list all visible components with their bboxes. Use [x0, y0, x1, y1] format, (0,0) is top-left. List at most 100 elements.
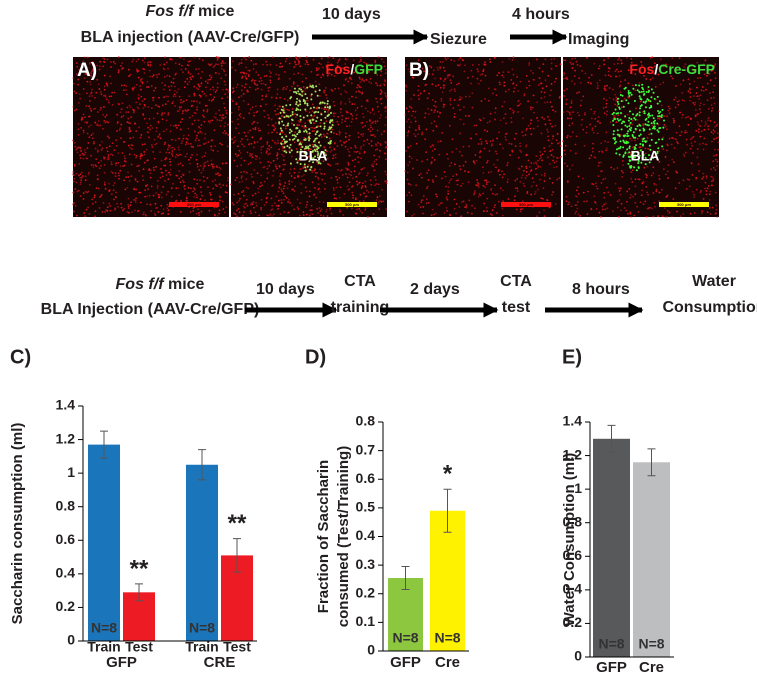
cell [530, 162, 533, 164]
cell [246, 151, 249, 154]
cell [324, 182, 327, 185]
cell [316, 171, 319, 174]
cell [156, 179, 159, 182]
cell [353, 103, 356, 105]
cell [222, 208, 225, 210]
cell [716, 123, 719, 126]
cell [284, 60, 287, 63]
cell [304, 122, 306, 125]
cell [433, 104, 435, 107]
cell [696, 148, 699, 150]
gfp-cell [317, 152, 320, 155]
cell [207, 141, 210, 143]
cell [138, 126, 140, 129]
gfp-cell [634, 128, 637, 131]
cell [419, 92, 422, 95]
cell [453, 198, 456, 201]
gfp-cell [285, 151, 288, 154]
cell [177, 137, 180, 140]
cell [122, 114, 125, 117]
gfp-cell [649, 148, 652, 151]
bar [88, 444, 120, 641]
gfp-cell [627, 92, 630, 95]
cell [639, 146, 642, 148]
cell [260, 208, 262, 211]
cell [277, 199, 280, 202]
cell [597, 165, 600, 167]
cell [653, 72, 656, 75]
cell [373, 154, 376, 157]
cell [546, 128, 549, 131]
cell [253, 141, 256, 143]
cell [273, 213, 275, 216]
cell [626, 200, 628, 203]
cell [620, 70, 622, 73]
cell [462, 59, 465, 62]
cell [101, 127, 104, 130]
cell [694, 101, 697, 104]
gfp-cell [635, 114, 638, 117]
cell [605, 113, 608, 116]
cell [437, 84, 440, 86]
cell [425, 151, 428, 154]
cell [340, 169, 343, 171]
cell [501, 61, 504, 63]
y-tick-label: 0.5 [356, 499, 376, 515]
cell [414, 135, 417, 138]
y-tick-label: 1.2 [563, 446, 583, 462]
cell [463, 70, 466, 73]
cell [358, 61, 361, 63]
gfp-cell [291, 110, 294, 113]
cell [407, 131, 409, 134]
cell [147, 106, 150, 108]
cell [76, 190, 79, 193]
cell [127, 176, 130, 178]
cell [86, 121, 89, 124]
significance: ** [228, 510, 247, 537]
cell [234, 69, 237, 72]
gfp-cell [626, 132, 629, 135]
cell [256, 155, 259, 158]
gfp-cell [632, 151, 635, 154]
cell [343, 141, 346, 144]
cell [225, 109, 228, 112]
cell [173, 148, 176, 151]
cell [213, 129, 216, 132]
cell [296, 175, 299, 178]
cell [127, 205, 130, 208]
cell [706, 119, 709, 122]
cell [288, 180, 291, 183]
cell [329, 150, 332, 153]
cell [158, 73, 160, 75]
cell [187, 71, 190, 74]
cell [558, 141, 561, 144]
cell [363, 192, 365, 195]
cell [301, 141, 304, 144]
cell [378, 208, 381, 210]
cell [404, 84, 407, 87]
cell [239, 152, 242, 154]
cell [418, 98, 420, 100]
cell [129, 106, 132, 109]
cell [89, 83, 92, 86]
cell [569, 149, 572, 152]
cell [248, 112, 251, 115]
cell [553, 80, 556, 83]
cell [148, 69, 151, 72]
cell [652, 215, 655, 218]
cell [186, 64, 189, 66]
cell [266, 192, 269, 195]
cell [344, 102, 347, 105]
cell [141, 143, 144, 146]
cell [344, 167, 347, 170]
cell [488, 120, 491, 123]
cell [282, 88, 284, 91]
cell [110, 163, 113, 166]
cell [536, 125, 539, 128]
cell [671, 215, 673, 218]
cell [118, 174, 120, 177]
cell [426, 185, 429, 188]
cell [307, 164, 310, 166]
cell [697, 163, 700, 166]
cell [421, 160, 423, 163]
